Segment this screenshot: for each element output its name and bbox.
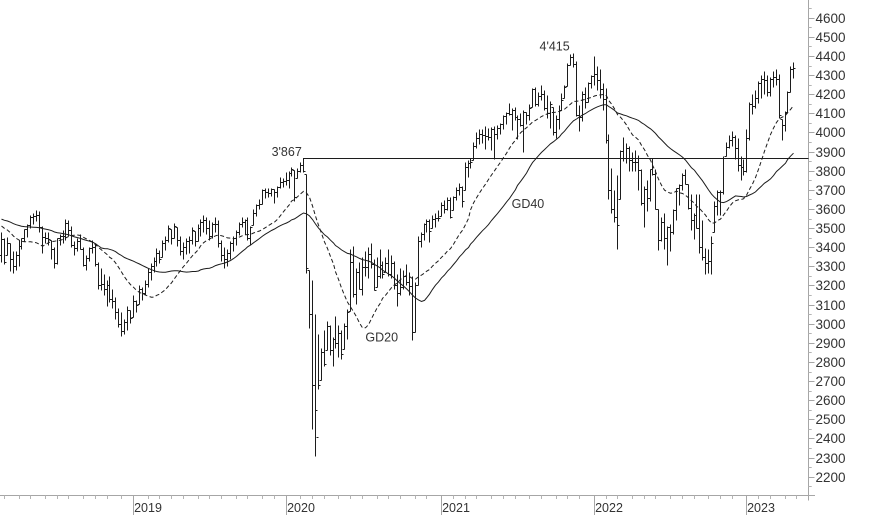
svg-text:2800: 2800 xyxy=(816,355,846,370)
svg-text:2200: 2200 xyxy=(816,470,846,485)
svg-text:GD40: GD40 xyxy=(512,197,545,211)
svg-text:2900: 2900 xyxy=(816,336,846,351)
svg-text:2020: 2020 xyxy=(287,501,315,515)
svg-text:4600: 4600 xyxy=(816,11,846,26)
svg-text:4'415: 4'415 xyxy=(540,40,570,54)
svg-text:2400: 2400 xyxy=(816,431,846,446)
svg-text:4500: 4500 xyxy=(816,30,846,45)
svg-text:2500: 2500 xyxy=(816,412,846,427)
svg-text:2300: 2300 xyxy=(816,451,846,466)
svg-text:2700: 2700 xyxy=(816,374,846,389)
svg-text:4200: 4200 xyxy=(816,87,846,102)
svg-text:3700: 3700 xyxy=(816,183,846,198)
svg-text:3100: 3100 xyxy=(816,298,846,313)
svg-text:2019: 2019 xyxy=(134,501,162,515)
svg-text:2023: 2023 xyxy=(747,501,775,515)
svg-text:4300: 4300 xyxy=(816,68,846,83)
svg-text:3'867: 3'867 xyxy=(272,145,302,159)
svg-text:2600: 2600 xyxy=(816,393,846,408)
svg-text:3400: 3400 xyxy=(816,240,846,255)
svg-text:3300: 3300 xyxy=(816,259,846,274)
svg-text:4100: 4100 xyxy=(816,106,846,121)
svg-text:3200: 3200 xyxy=(816,278,846,293)
svg-text:2021: 2021 xyxy=(442,501,470,515)
svg-text:4400: 4400 xyxy=(816,49,846,64)
svg-text:GD20: GD20 xyxy=(365,331,398,345)
svg-text:3600: 3600 xyxy=(816,202,846,217)
svg-text:4000: 4000 xyxy=(816,125,846,140)
svg-text:3800: 3800 xyxy=(816,164,846,179)
svg-text:3500: 3500 xyxy=(816,221,846,236)
svg-text:3900: 3900 xyxy=(816,145,846,160)
svg-text:2022: 2022 xyxy=(595,501,623,515)
svg-text:3000: 3000 xyxy=(816,317,846,332)
